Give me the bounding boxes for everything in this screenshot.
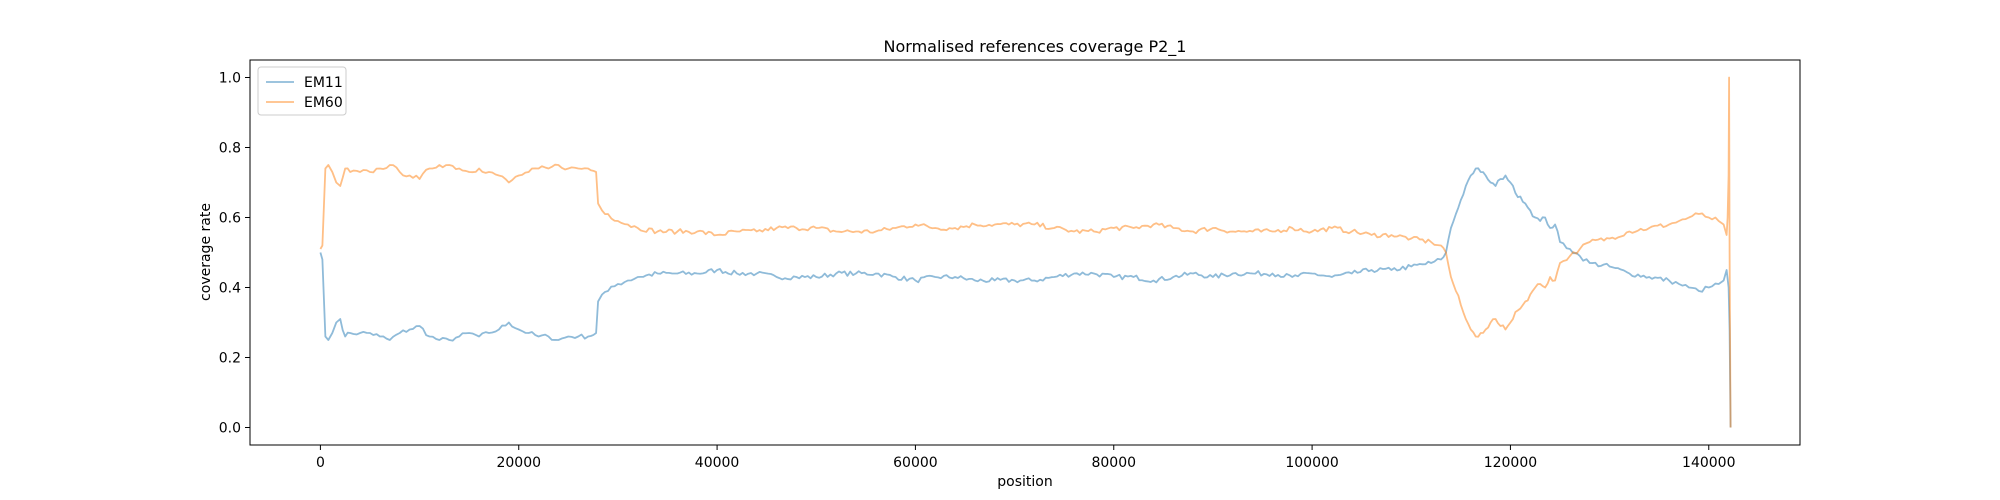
x-tick-label: 120000 — [1484, 455, 1537, 471]
x-axis-label: position — [997, 474, 1052, 490]
x-tick-label: 80000 — [1091, 455, 1136, 471]
x-axis: 0 20000 40000 60000 80000 100000 120000 140000 — [316, 445, 1735, 471]
plot-area-frame — [249, 59, 1801, 446]
legend-label-em60: EM60 — [304, 95, 343, 111]
y-tick-label: 0.2 — [219, 351, 241, 367]
series-layer — [319, 76, 1732, 428]
chart-title: Normalised references coverage P2_1 — [884, 37, 1187, 57]
series-line-em11 — [319, 167, 1732, 428]
x-tick-label: 20000 — [496, 455, 541, 471]
y-tick-label: 1.0 — [219, 71, 241, 87]
y-tick-label: 0.4 — [219, 281, 241, 297]
y-tick-label: 0.8 — [219, 141, 241, 157]
x-tick-label: 100000 — [1285, 455, 1338, 471]
legend-box — [257, 66, 347, 116]
y-axis-label: coverage rate — [198, 203, 214, 301]
x-tick-label: 40000 — [695, 455, 740, 471]
y-tick-label: 0.0 — [219, 421, 241, 437]
series-line-em60 — [319, 76, 1732, 428]
legend: EM11 EM60 — [257, 66, 347, 116]
legend-label-em11: EM11 — [304, 75, 343, 91]
y-axis: 0.0 0.2 0.4 0.6 0.8 1.0 — [219, 71, 250, 437]
x-tick-label: 0 — [316, 455, 325, 471]
y-tick-label: 0.6 — [219, 211, 241, 227]
x-tick-label: 60000 — [893, 455, 938, 471]
x-tick-label: 140000 — [1682, 455, 1735, 471]
